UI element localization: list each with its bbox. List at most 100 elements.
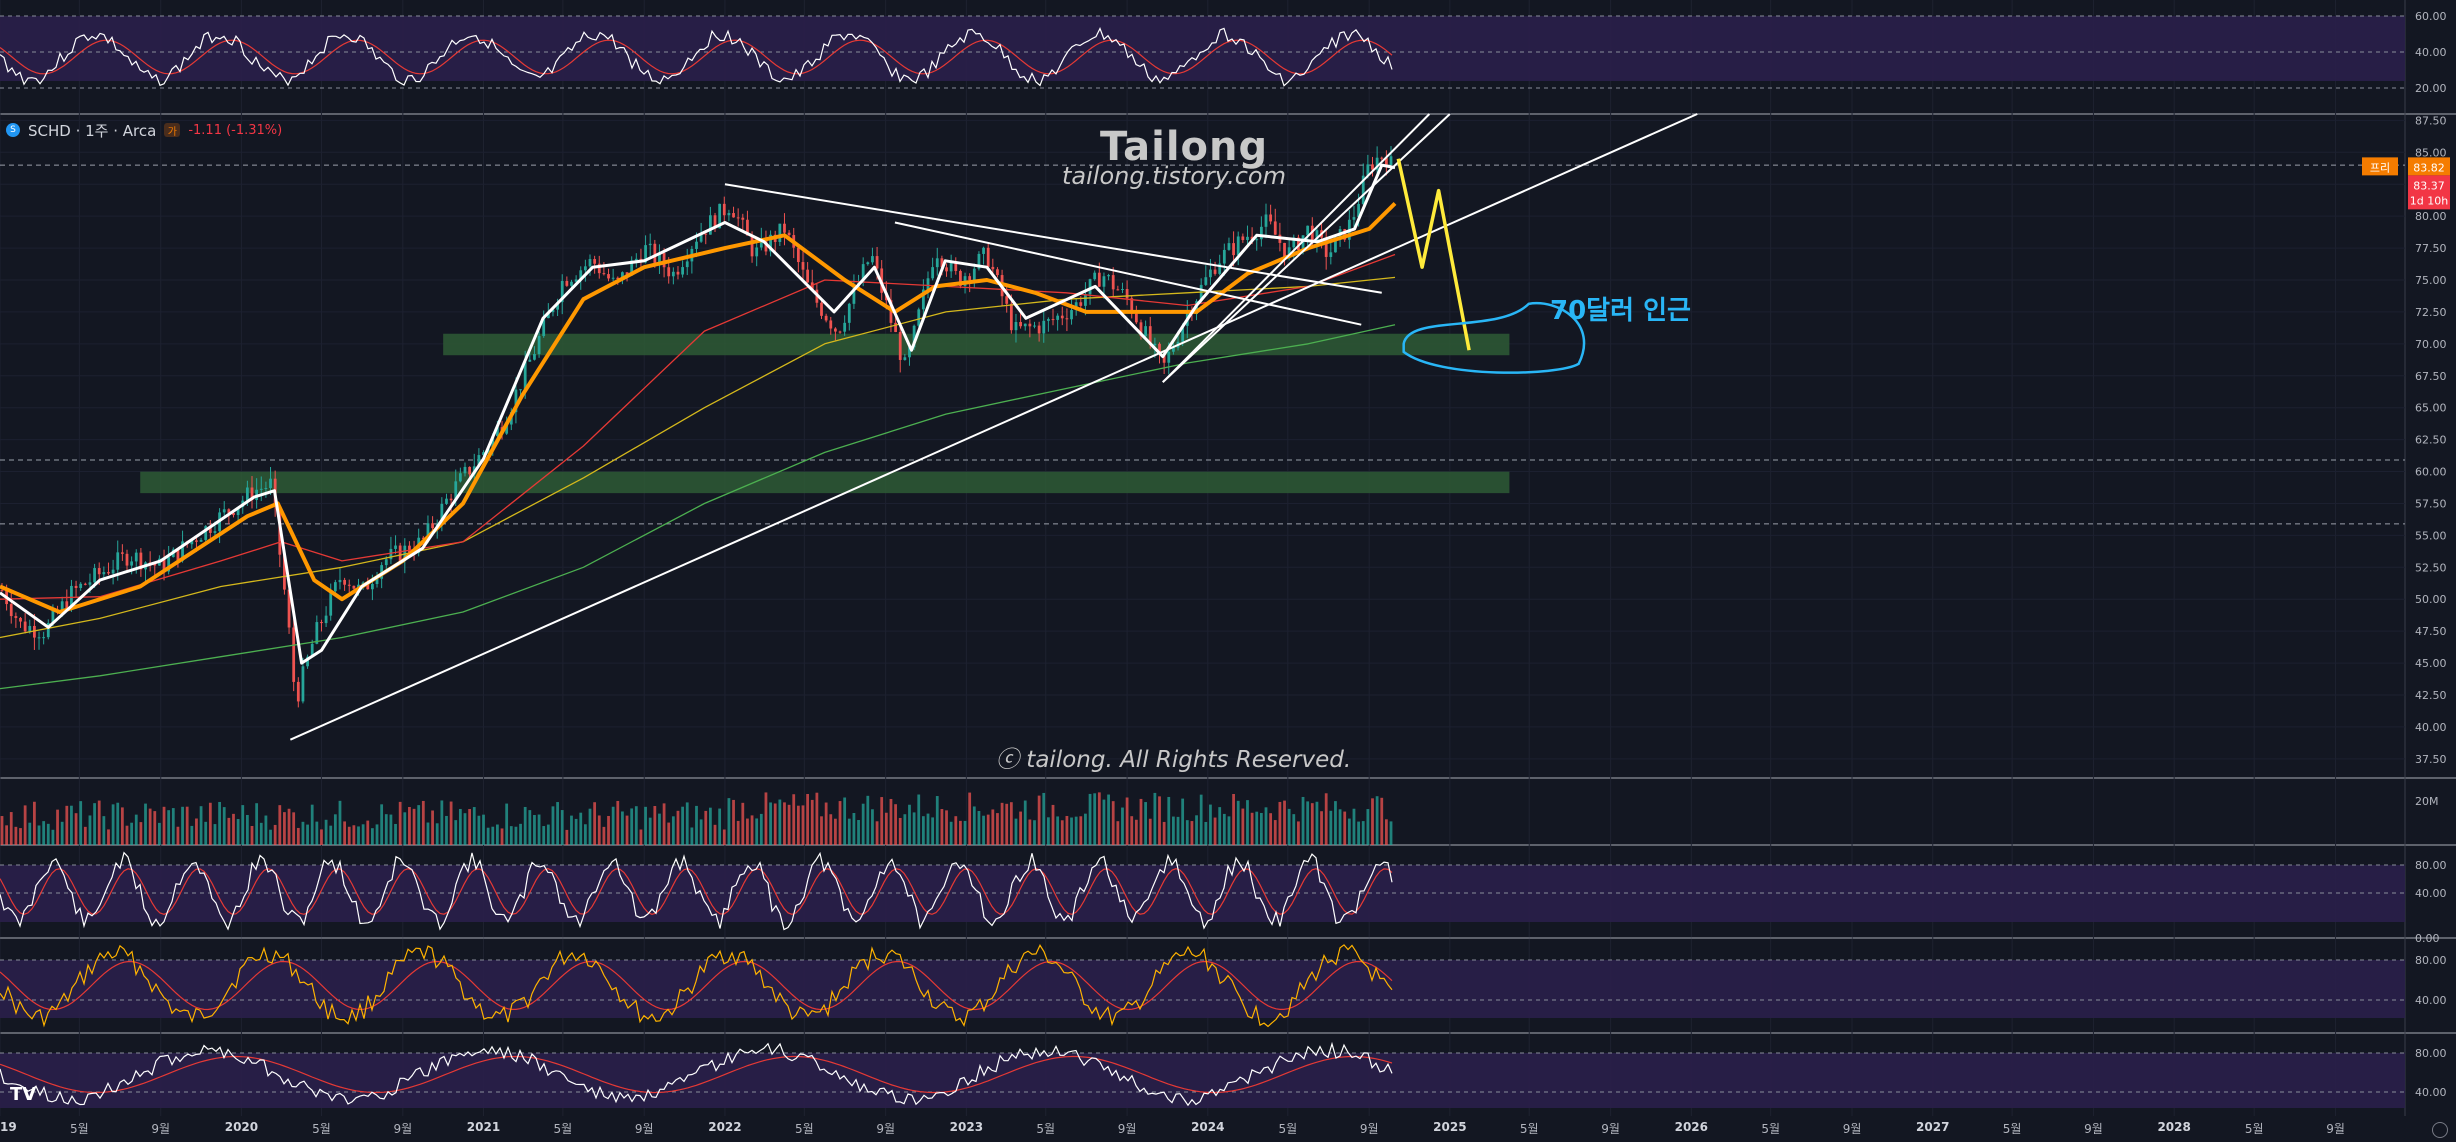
tradingview-logo[interactable]: TV (10, 1084, 37, 1105)
volume-bar (630, 808, 634, 845)
time-axis-label: 9월 (876, 1122, 895, 1136)
candle-body (1269, 214, 1273, 222)
ma-line-white-fast (0, 163, 1396, 665)
volume-bar (824, 802, 828, 845)
volume-bar (1380, 797, 1384, 845)
indicator-badge[interactable]: 가 (164, 123, 181, 138)
volume-bar (695, 805, 698, 845)
volume-bar (648, 817, 652, 845)
symbol-legend[interactable]: S SCHD · 1주 · Arca 가 -1.11 (-1.31%) (6, 118, 282, 142)
volume-bar (866, 795, 870, 845)
candle-body (1222, 249, 1226, 264)
time-axis[interactable]: 2019 5월 9월 2020 5월 9월 2021 5월 9월 2022 5월 9월 2023 5월 9월… (0, 1116, 2456, 1142)
current-price-label: 83.37 (2413, 179, 2445, 192)
volume-bar (333, 814, 337, 845)
volume-bar (273, 824, 277, 845)
candle-body (1093, 272, 1097, 280)
candle-body (1153, 343, 1157, 346)
candle-body (1023, 323, 1027, 327)
volume-bar (107, 829, 110, 845)
candle-body (74, 585, 78, 589)
candle-body (463, 466, 467, 474)
candle-body (1389, 156, 1393, 166)
candle-body (783, 223, 786, 233)
volume-bar (167, 810, 171, 845)
current-price-badge (2408, 175, 2450, 210)
candle-body (1199, 284, 1203, 302)
volume-bar (977, 810, 981, 845)
projection-path (1396, 158, 1471, 351)
volume-bar (1199, 794, 1203, 845)
settings-icon[interactable] (2432, 1122, 2448, 1138)
candle-body (653, 243, 657, 263)
volume-bar (1213, 817, 1217, 845)
volume-bar (449, 801, 453, 845)
candle-body (1352, 217, 1356, 220)
volume-bar (1051, 804, 1055, 845)
candle-body (1246, 236, 1249, 241)
volume-bar (255, 803, 259, 845)
ma-line-orange (0, 201, 1397, 614)
candle-body (597, 263, 601, 274)
candle-body (1329, 252, 1333, 257)
time-axis-label: 9월 (2084, 1122, 2103, 1136)
volume-bar (505, 803, 509, 845)
volume-bar (857, 820, 860, 845)
candle-body (583, 266, 587, 271)
candle-body (245, 487, 249, 501)
candle-body (630, 260, 634, 276)
volume-bar (42, 821, 46, 845)
volume-bar (713, 824, 717, 845)
volume-bar (482, 814, 485, 845)
volume-bar (176, 826, 180, 845)
volume-bar (982, 815, 985, 845)
volume-bar (621, 811, 624, 845)
volume-bar (1269, 813, 1273, 845)
candle-body (810, 282, 814, 290)
volume-bar (616, 800, 620, 845)
volume-bar (28, 822, 32, 845)
candle-body (408, 545, 411, 553)
ma-line-red (0, 253, 1396, 600)
candle-body (1218, 263, 1222, 274)
candle-body (843, 322, 847, 332)
candle-body (102, 572, 106, 575)
candle-body (1167, 351, 1171, 363)
price-tick-label: 47.50 (2415, 625, 2447, 638)
candle-body (593, 259, 597, 264)
volume-bar (329, 825, 333, 845)
candle-body (1283, 242, 1286, 259)
volume-bar (523, 806, 527, 845)
volume-bar (60, 821, 64, 845)
volume-bar (1134, 819, 1138, 845)
time-axis-label: 9월 (2326, 1122, 2345, 1136)
volume-bar (343, 821, 346, 845)
volume-bar (458, 808, 462, 845)
time-axis-label: 5월 (1278, 1122, 1298, 1136)
volume-bar (431, 810, 434, 845)
candle-body (301, 666, 305, 702)
osc-line-stoch-2 (0, 944, 1393, 1028)
volume-bar (352, 825, 356, 845)
candle-body (426, 523, 430, 539)
candle-body (1148, 326, 1152, 346)
time-axis-label: 5월 (553, 1122, 573, 1136)
volume-bar (1315, 801, 1319, 845)
volume-bar (1204, 821, 1208, 845)
volume-bar (1250, 812, 1254, 845)
volume-bar (1009, 802, 1013, 845)
volume-bar (496, 824, 499, 845)
candle-body (829, 320, 833, 329)
volume-bar (445, 815, 448, 845)
osc-tick-label: 60.00 (2415, 10, 2447, 23)
volume-bar (996, 813, 999, 845)
candle-body (954, 261, 958, 271)
volume-bar (454, 820, 458, 845)
candle-body (269, 478, 272, 488)
candle-body (195, 540, 198, 542)
ma-line-green (0, 324, 1396, 690)
volume-bar (477, 815, 481, 845)
candle-body (949, 261, 953, 272)
osc-signal-stoch-2 (0, 960, 1393, 1011)
